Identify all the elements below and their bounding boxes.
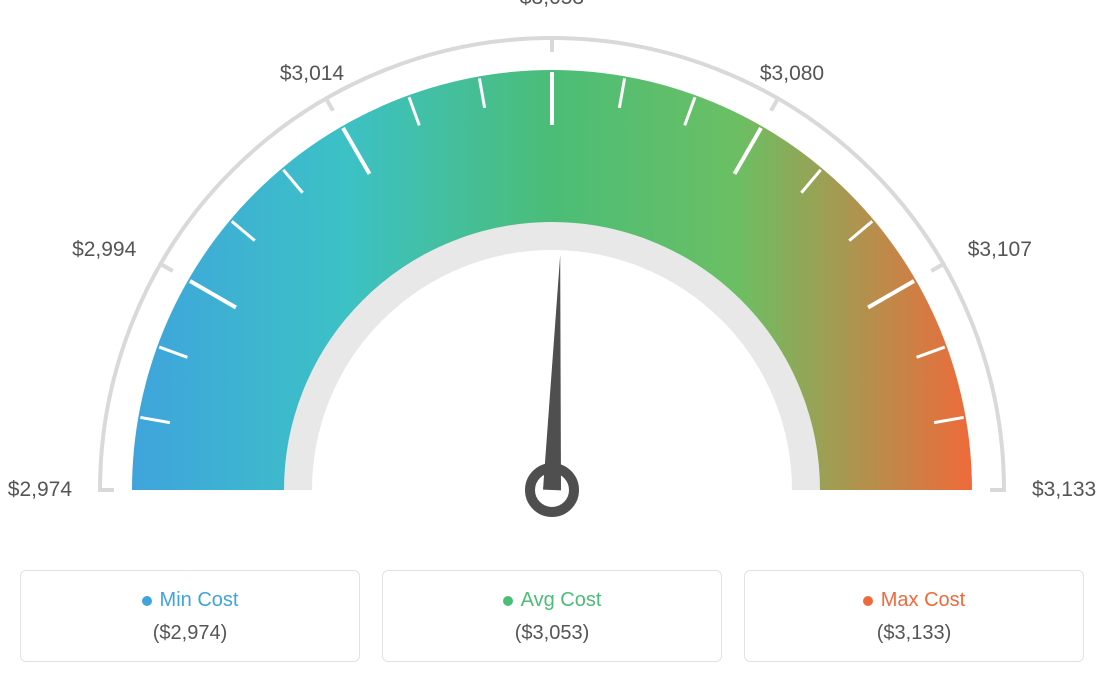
- min-cost-value: ($2,974): [31, 622, 349, 645]
- gauge-chart: $2,974$2,994$3,014$3,053$3,080$3,107$3,1…: [22, 20, 1082, 540]
- summary-cards: Min Cost ($2,974) Avg Cost ($3,053) Max …: [20, 570, 1084, 662]
- gauge-svg: [22, 20, 1082, 540]
- avg-cost-card: Avg Cost ($3,053): [382, 570, 722, 662]
- min-cost-title: Min Cost: [142, 589, 239, 612]
- avg-cost-title: Avg Cost: [503, 589, 602, 612]
- gauge-tick-label: $3,133: [1032, 478, 1096, 502]
- gauge-tick-label: $3,053: [520, 0, 584, 10]
- min-cost-label: Min Cost: [160, 589, 239, 612]
- gauge-tick-label: $2,974: [8, 478, 72, 502]
- gauge-tick-label: $3,107: [968, 238, 1032, 262]
- max-cost-label: Max Cost: [881, 589, 965, 612]
- max-cost-value: ($3,133): [755, 622, 1073, 645]
- avg-cost-label: Avg Cost: [521, 589, 602, 612]
- min-dot-icon: [142, 596, 152, 606]
- gauge-tick-label: $3,080: [760, 62, 824, 86]
- avg-cost-value: ($3,053): [393, 622, 711, 645]
- gauge-tick-label: $2,994: [72, 238, 136, 262]
- max-dot-icon: [863, 596, 873, 606]
- max-cost-card: Max Cost ($3,133): [744, 570, 1084, 662]
- avg-dot-icon: [503, 596, 513, 606]
- min-cost-card: Min Cost ($2,974): [20, 570, 360, 662]
- gauge-tick-label: $3,014: [280, 62, 344, 86]
- max-cost-title: Max Cost: [863, 589, 965, 612]
